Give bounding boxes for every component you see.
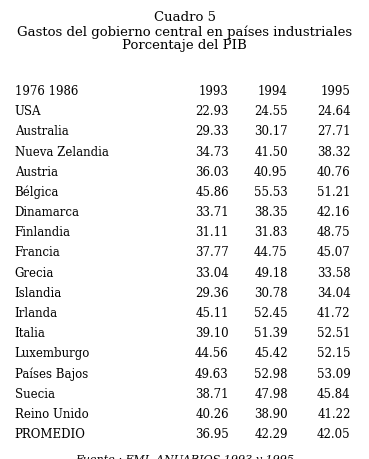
Text: 31.83: 31.83 xyxy=(254,226,288,239)
Text: 29.36: 29.36 xyxy=(195,287,229,300)
Text: Nueva Zelandia: Nueva Zelandia xyxy=(15,146,108,158)
Text: 38.90: 38.90 xyxy=(254,408,288,421)
Text: 42.29: 42.29 xyxy=(254,428,288,441)
Text: 38.32: 38.32 xyxy=(317,146,351,158)
Text: 42.16: 42.16 xyxy=(317,206,351,219)
Text: 52.15: 52.15 xyxy=(317,347,351,360)
Text: 41.22: 41.22 xyxy=(317,408,351,421)
Text: 1993: 1993 xyxy=(199,85,229,98)
Text: 1995: 1995 xyxy=(321,85,351,98)
Text: Francia: Francia xyxy=(15,246,61,259)
Text: 48.75: 48.75 xyxy=(317,226,351,239)
Text: 53.09: 53.09 xyxy=(317,368,351,381)
Text: 27.71: 27.71 xyxy=(317,125,351,138)
Text: Islandia: Islandia xyxy=(15,287,62,300)
Text: 51.21: 51.21 xyxy=(317,186,351,199)
Text: 38.71: 38.71 xyxy=(195,388,229,401)
Text: Cuadro 5: Cuadro 5 xyxy=(154,11,215,24)
Text: 44.75: 44.75 xyxy=(254,246,288,259)
Text: 45.84: 45.84 xyxy=(317,388,351,401)
Text: 44.56: 44.56 xyxy=(195,347,229,360)
Text: 33.71: 33.71 xyxy=(195,206,229,219)
Text: Luxemburgo: Luxemburgo xyxy=(15,347,90,360)
Text: 31.11: 31.11 xyxy=(196,226,229,239)
Text: 40.95: 40.95 xyxy=(254,166,288,179)
Text: 40.26: 40.26 xyxy=(195,408,229,421)
Text: Porcentaje del PIB: Porcentaje del PIB xyxy=(122,39,247,52)
Text: 29.33: 29.33 xyxy=(195,125,229,138)
Text: 38.35: 38.35 xyxy=(254,206,288,219)
Text: 45.07: 45.07 xyxy=(317,246,351,259)
Text: Australia: Australia xyxy=(15,125,69,138)
Text: 39.10: 39.10 xyxy=(195,327,229,340)
Text: 36.03: 36.03 xyxy=(195,166,229,179)
Text: Fuente : FMI, ANUARIOS 1993 y 1995: Fuente : FMI, ANUARIOS 1993 y 1995 xyxy=(75,454,294,459)
Text: USA: USA xyxy=(15,105,41,118)
Text: Gastos del gobierno central en países industriales: Gastos del gobierno central en países in… xyxy=(17,25,352,39)
Text: 45.11: 45.11 xyxy=(195,307,229,320)
Text: 52.45: 52.45 xyxy=(254,307,288,320)
Text: 33.58: 33.58 xyxy=(317,267,351,280)
Text: 37.77: 37.77 xyxy=(195,246,229,259)
Text: 24.55: 24.55 xyxy=(254,105,288,118)
Text: PROMEDIO: PROMEDIO xyxy=(15,428,86,441)
Text: 47.98: 47.98 xyxy=(254,388,288,401)
Text: 34.73: 34.73 xyxy=(195,146,229,158)
Text: 42.05: 42.05 xyxy=(317,428,351,441)
Text: 49.18: 49.18 xyxy=(254,267,288,280)
Text: Dinamarca: Dinamarca xyxy=(15,206,80,219)
Text: 33.04: 33.04 xyxy=(195,267,229,280)
Text: Suecia: Suecia xyxy=(15,388,55,401)
Text: 45.42: 45.42 xyxy=(254,347,288,360)
Text: 45.86: 45.86 xyxy=(195,186,229,199)
Text: Finlandia: Finlandia xyxy=(15,226,71,239)
Text: 41.72: 41.72 xyxy=(317,307,351,320)
Text: 30.78: 30.78 xyxy=(254,287,288,300)
Text: 52.98: 52.98 xyxy=(254,368,288,381)
Text: Grecia: Grecia xyxy=(15,267,54,280)
Text: 40.76: 40.76 xyxy=(317,166,351,179)
Text: 36.95: 36.95 xyxy=(195,428,229,441)
Text: 22.93: 22.93 xyxy=(195,105,229,118)
Text: 1994: 1994 xyxy=(258,85,288,98)
Text: 41.50: 41.50 xyxy=(254,146,288,158)
Text: Bélgica: Bélgica xyxy=(15,186,59,199)
Text: 49.63: 49.63 xyxy=(195,368,229,381)
Text: 34.04: 34.04 xyxy=(317,287,351,300)
Text: Austria: Austria xyxy=(15,166,58,179)
Text: Países Bajos: Países Bajos xyxy=(15,368,88,381)
Text: 51.39: 51.39 xyxy=(254,327,288,340)
Text: 1976 1986: 1976 1986 xyxy=(15,85,78,98)
Text: Reino Unido: Reino Unido xyxy=(15,408,89,421)
Text: 55.53: 55.53 xyxy=(254,186,288,199)
Text: 24.64: 24.64 xyxy=(317,105,351,118)
Text: 30.17: 30.17 xyxy=(254,125,288,138)
Text: 52.51: 52.51 xyxy=(317,327,351,340)
Text: Irlanda: Irlanda xyxy=(15,307,58,320)
Text: Italia: Italia xyxy=(15,327,46,340)
